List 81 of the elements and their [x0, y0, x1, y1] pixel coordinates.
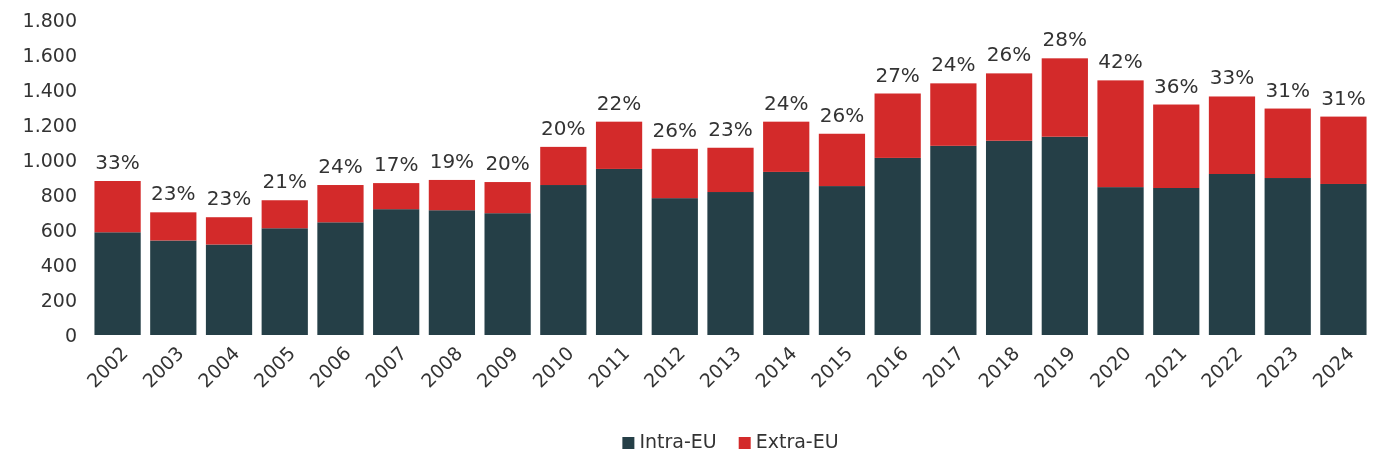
- annotation: 26%: [652, 117, 698, 142]
- bar: [1264, 108, 1311, 179]
- bar: [150, 240, 197, 335]
- bar: [150, 212, 197, 241]
- bar: [1153, 104, 1200, 188]
- bar: [484, 213, 531, 335]
- bar: [651, 148, 698, 199]
- bar: [94, 181, 141, 233]
- annotation: 20%: [541, 115, 586, 140]
- bar: [1097, 187, 1144, 335]
- annotation: 24%: [318, 154, 363, 179]
- bar: [1041, 136, 1088, 335]
- y-tick-label: 1.800: [22, 8, 77, 31]
- y-tick-label: 1.200: [22, 113, 77, 136]
- annotation: 42%: [1098, 49, 1143, 74]
- y-tick-label: 800: [40, 183, 77, 206]
- bar: [595, 121, 643, 169]
- bar: [1208, 174, 1256, 335]
- annotation: 24%: [931, 52, 976, 77]
- bar: [428, 179, 476, 211]
- bar: [261, 228, 308, 335]
- annotation: 19%: [429, 148, 475, 173]
- annotation: 22%: [596, 90, 642, 115]
- legend-label: Intra-EU: [639, 430, 717, 452]
- bar: [595, 168, 643, 335]
- bar: [1320, 116, 1367, 184]
- bar: [818, 133, 866, 187]
- bar: [1208, 96, 1256, 174]
- annotation: 21%: [262, 169, 307, 194]
- annotation: 20%: [485, 151, 530, 176]
- y-tick-label: 1.400: [22, 78, 77, 101]
- bar: [1153, 188, 1200, 335]
- bar: [94, 232, 141, 335]
- legend-label: Extra-EU: [755, 430, 839, 452]
- annotation: 23%: [708, 116, 753, 141]
- bar: [317, 222, 364, 335]
- annotation: 26%: [819, 102, 865, 127]
- bar: [317, 185, 364, 223]
- annotation: 23%: [206, 186, 252, 211]
- annotation: 28%: [1042, 27, 1088, 52]
- bar: [1041, 58, 1088, 137]
- bar: [707, 147, 754, 193]
- bar: [484, 182, 531, 214]
- bar: [1097, 80, 1144, 188]
- annotation: 36%: [1154, 73, 1199, 98]
- y-tick-label: 1.000: [22, 148, 77, 171]
- annotation: 17%: [373, 152, 419, 177]
- annotation: 31%: [1265, 77, 1310, 102]
- y-tick-label: 400: [40, 253, 77, 276]
- y-tick-label: 0: [64, 323, 77, 346]
- bar: [874, 157, 921, 335]
- bar: [373, 183, 420, 210]
- bar: [763, 171, 810, 335]
- y-tick-label: 200: [40, 288, 77, 311]
- annotation: 26%: [986, 42, 1032, 67]
- y-tick-label: 1.600: [22, 43, 77, 66]
- annotation: 31%: [1321, 85, 1366, 110]
- bar: [930, 145, 977, 335]
- bar: [261, 200, 308, 229]
- annotation: 33%: [95, 150, 140, 174]
- y-tick-label: 600: [40, 218, 77, 241]
- bar: [540, 146, 587, 186]
- bar: [818, 186, 866, 335]
- bar: [985, 140, 1033, 335]
- bar: [1264, 178, 1311, 335]
- bar: [205, 217, 253, 245]
- annotation: 27%: [875, 62, 920, 87]
- bar: [651, 198, 698, 335]
- bar: [985, 73, 1033, 141]
- bar: [707, 192, 754, 335]
- bar: [930, 83, 977, 146]
- bar: [205, 244, 253, 335]
- bar: [540, 185, 587, 335]
- annotation: 24%: [763, 90, 809, 115]
- bar: [1320, 183, 1367, 335]
- annotation: 23%: [151, 181, 196, 206]
- annotation: 33%: [1209, 65, 1255, 90]
- bar: [373, 209, 420, 335]
- bar: [763, 121, 810, 172]
- bar: [874, 93, 921, 158]
- bar: [428, 210, 476, 335]
